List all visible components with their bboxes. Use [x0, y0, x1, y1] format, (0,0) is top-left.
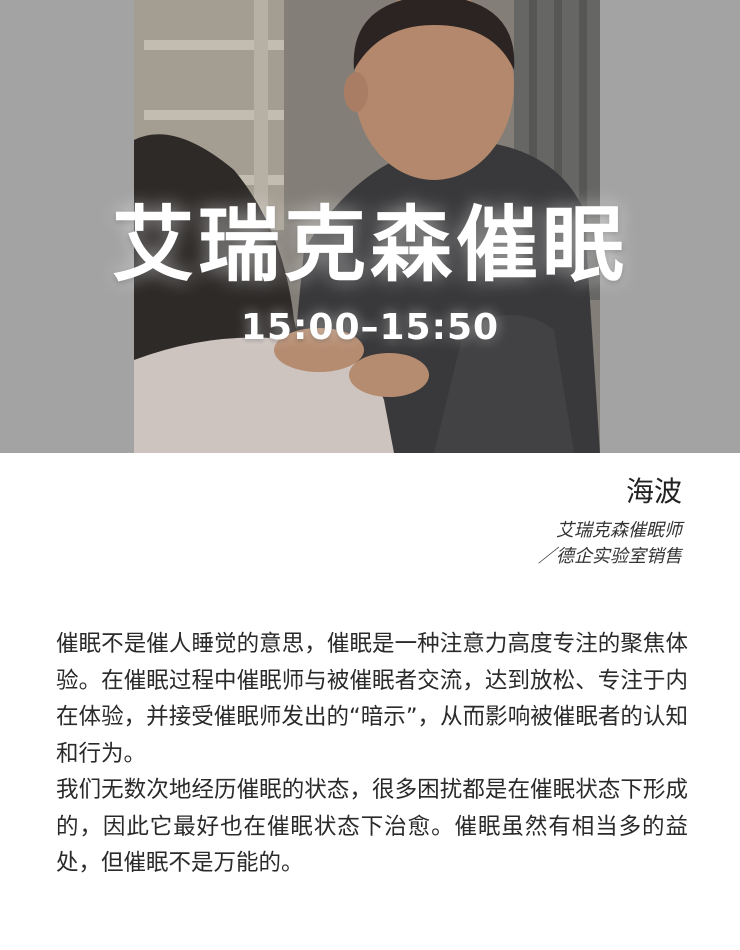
description-paragraph-2: 我们无数次地经历催眠的状态，很多困扰都是在催眠状态下形成的，因此它最好也在催眠状… — [56, 777, 688, 876]
photo-dim-overlay — [134, 0, 600, 453]
speaker-name: 海波 — [625, 475, 682, 508]
hero-title: 艾瑞克森催眠 — [111, 198, 628, 293]
description: 催眠不是催人睡觉的意思，催眠是一种注意力高度专注的聚焦体验。在催眠过程中催眠师与… — [56, 626, 688, 882]
speaker-role-line2: ／德企实验室销售 — [538, 546, 682, 567]
session-time: 15:00–15:50 — [240, 307, 500, 348]
description-paragraph-1: 催眠不是催人睡觉的意思，催眠是一种注意力高度专注的聚焦体验。在催眠过程中催眠师与… — [56, 631, 688, 767]
speaker-role-line1: 艾瑞克森催眠师 — [556, 520, 682, 541]
speaker-role: 艾瑞克森催眠师 ／德企实验室销售 — [382, 518, 682, 570]
hero-banner: 艾瑞克森催眠 15:00–15:50 — [0, 0, 740, 453]
hero-photo-illustration — [134, 0, 600, 453]
hero-photo — [134, 0, 600, 453]
